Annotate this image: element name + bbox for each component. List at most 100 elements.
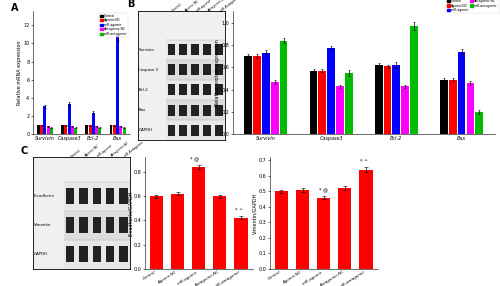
Bar bbox=[440, 80, 448, 134]
Bar bbox=[216, 44, 223, 55]
Bar bbox=[88, 125, 92, 134]
Text: GAPDH: GAPDH bbox=[138, 128, 152, 132]
Bar bbox=[192, 104, 199, 116]
Bar bbox=[204, 125, 211, 136]
Bar bbox=[106, 217, 114, 233]
Bar bbox=[192, 84, 199, 96]
Bar bbox=[92, 246, 101, 262]
Bar bbox=[98, 128, 102, 134]
Bar bbox=[150, 196, 163, 269]
Bar bbox=[253, 56, 261, 134]
Bar bbox=[375, 65, 382, 134]
Text: miR-agomir: miR-agomir bbox=[97, 144, 114, 158]
Bar bbox=[204, 64, 211, 76]
Bar bbox=[37, 125, 40, 134]
Bar bbox=[44, 106, 46, 134]
Bar bbox=[168, 125, 175, 136]
Bar bbox=[466, 83, 474, 134]
Bar bbox=[216, 104, 223, 116]
Text: GAPDH: GAPDH bbox=[34, 252, 48, 256]
Text: Antagomir-NC: Antagomir-NC bbox=[110, 141, 130, 158]
Bar bbox=[336, 86, 344, 134]
Bar bbox=[180, 84, 187, 96]
Legend: Control, Agomir-NC, miR-agomir, Antagomir-NC, miR-antagomir: Control, Agomir-NC, miR-agomir, Antagomi… bbox=[446, 0, 498, 13]
Bar bbox=[204, 84, 211, 96]
Text: Vimentin: Vimentin bbox=[34, 223, 51, 227]
Text: Bcl-2: Bcl-2 bbox=[138, 88, 148, 92]
Text: miR-Antagomir: miR-Antagomir bbox=[219, 0, 241, 13]
Bar bbox=[271, 82, 278, 134]
Bar bbox=[180, 44, 187, 55]
Text: Survivin: Survivin bbox=[138, 48, 154, 52]
Text: miR-agomir: miR-agomir bbox=[195, 0, 212, 13]
Text: Control: Control bbox=[172, 2, 183, 13]
Text: Bax: Bax bbox=[138, 108, 145, 112]
Bar bbox=[119, 246, 128, 262]
Bar bbox=[392, 65, 400, 134]
Bar bbox=[338, 188, 351, 269]
Bar bbox=[168, 64, 175, 76]
Bar bbox=[166, 40, 225, 60]
Y-axis label: Vimentin/GAPDH: Vimentin/GAPDH bbox=[252, 192, 258, 234]
Bar bbox=[106, 188, 114, 204]
Bar bbox=[410, 26, 418, 134]
Bar bbox=[92, 217, 101, 233]
Bar bbox=[180, 64, 187, 76]
Bar bbox=[113, 125, 116, 134]
Bar bbox=[216, 84, 223, 96]
Text: * ^: * ^ bbox=[360, 159, 368, 164]
Bar bbox=[384, 66, 392, 134]
Bar bbox=[95, 126, 98, 134]
Bar bbox=[119, 188, 128, 204]
Bar bbox=[280, 41, 287, 134]
Bar bbox=[92, 188, 101, 204]
Bar bbox=[192, 167, 205, 269]
Text: E-cadherin: E-cadherin bbox=[34, 194, 54, 198]
Bar bbox=[318, 71, 326, 134]
Bar bbox=[119, 217, 128, 233]
Bar bbox=[120, 126, 122, 134]
Bar bbox=[80, 188, 88, 204]
Text: * @: * @ bbox=[320, 188, 328, 193]
Y-axis label: Relative protein expression: Relative protein expression bbox=[215, 39, 220, 106]
Bar bbox=[192, 125, 199, 136]
Bar bbox=[64, 125, 68, 134]
Bar bbox=[71, 126, 74, 134]
Text: Agomir-NC: Agomir-NC bbox=[184, 0, 200, 13]
Text: C: C bbox=[21, 146, 28, 156]
Bar bbox=[262, 53, 270, 134]
Bar bbox=[61, 125, 64, 134]
Bar bbox=[64, 240, 130, 269]
Bar bbox=[204, 104, 211, 116]
Bar bbox=[244, 56, 252, 134]
Bar bbox=[180, 125, 187, 136]
Bar bbox=[449, 80, 456, 134]
Text: Agomir-NC: Agomir-NC bbox=[84, 144, 100, 158]
Bar bbox=[296, 190, 309, 269]
Bar bbox=[166, 80, 225, 100]
Bar bbox=[402, 86, 409, 134]
Legend: Control, Agomir-NC, miR-agomir, Antagomir-NC, miR-antagomir: Control, Agomir-NC, miR-agomir, Antagomi… bbox=[99, 13, 128, 37]
Bar bbox=[216, 64, 223, 76]
Bar bbox=[192, 64, 199, 76]
Bar bbox=[360, 170, 372, 269]
Bar bbox=[234, 218, 248, 269]
Text: miR-Antagomir: miR-Antagomir bbox=[124, 140, 145, 158]
Bar bbox=[166, 120, 225, 140]
Bar bbox=[80, 217, 88, 233]
Text: Control: Control bbox=[70, 148, 82, 158]
Bar bbox=[204, 44, 211, 55]
Bar bbox=[216, 125, 223, 136]
Bar bbox=[46, 126, 50, 134]
Text: A: A bbox=[11, 3, 18, 13]
Y-axis label: E-cadherin/GAPDH: E-cadherin/GAPDH bbox=[128, 190, 132, 236]
Bar bbox=[328, 48, 335, 134]
Bar bbox=[310, 71, 318, 134]
Bar bbox=[116, 35, 119, 134]
Bar bbox=[171, 194, 184, 269]
Text: * ^: * ^ bbox=[235, 208, 243, 213]
Bar bbox=[122, 128, 126, 134]
Bar bbox=[68, 104, 70, 134]
Bar bbox=[66, 188, 74, 204]
Text: B: B bbox=[127, 0, 134, 9]
